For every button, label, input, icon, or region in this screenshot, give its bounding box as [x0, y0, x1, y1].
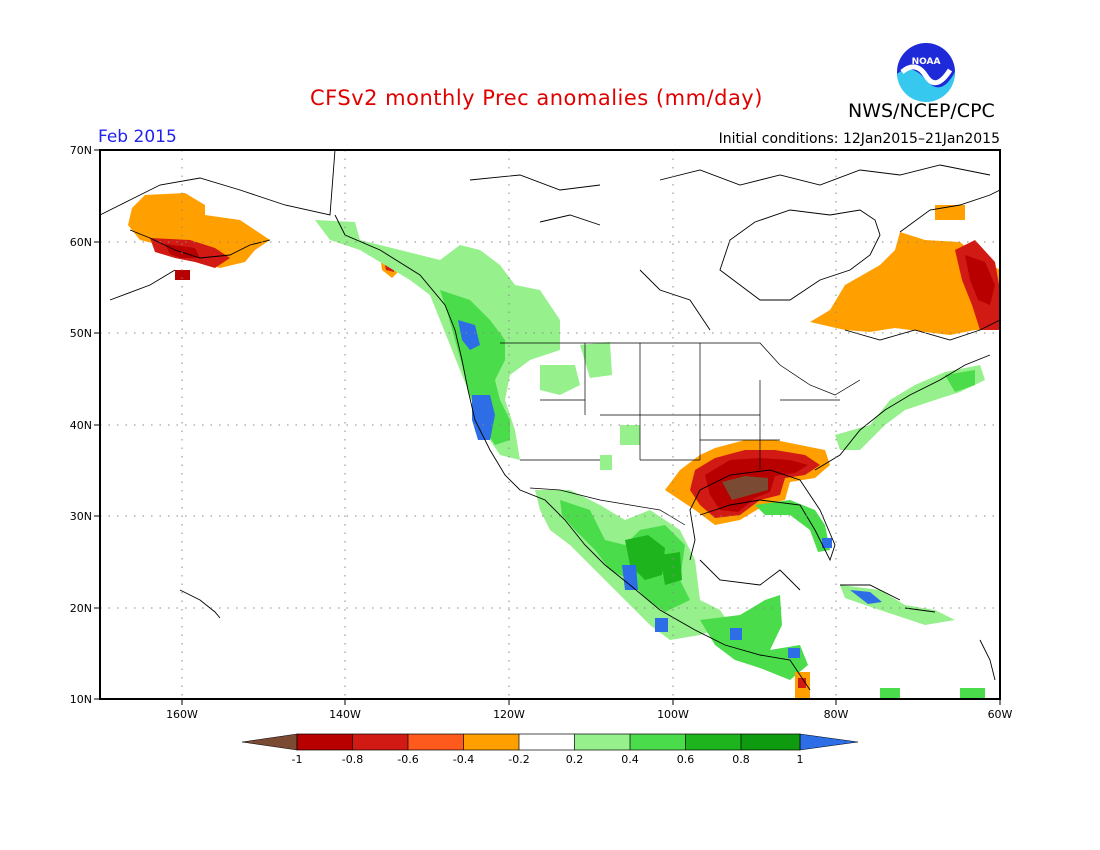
agency-label: NWS/NCEP/CPC: [848, 100, 995, 122]
colorbar-bin: [685, 734, 741, 750]
lon-label-100w: 100W: [657, 708, 689, 721]
initial-conditions: Initial conditions: 12Jan2015–21Jan2015: [718, 131, 1000, 147]
mexico-wet-dark: [625, 535, 682, 585]
lat-label-50n: 50N: [70, 327, 92, 340]
pacific-nw-wet-blue: [458, 320, 495, 440]
mexico-wet-green: [560, 500, 690, 612]
lat-label-10n: 10N: [70, 693, 92, 706]
lat-label-30n: 30N: [70, 510, 92, 523]
map-title: CFSv2 monthly Prec anomalies (mm/day): [310, 86, 763, 110]
colorbar-bin: [630, 734, 686, 750]
lon-label-60w: 60W: [988, 708, 1013, 721]
colorbar-high-arrow: [799, 733, 859, 751]
colorbar: -1 -0.8 -0.6 -0.4 -0.2 0.2 0.4 0.6 0.8 1: [241, 733, 859, 766]
lon-label-140w: 140W: [329, 708, 361, 721]
coastlines: [99, 149, 1001, 691]
mexico-wet-blue: [622, 565, 668, 632]
colorbar-low-arrow: [241, 733, 298, 751]
central-america-wet: [700, 595, 808, 680]
colorbar-bin: [574, 734, 630, 750]
colorbar-label: 0.6: [677, 753, 695, 766]
lon-label-80w: 80W: [824, 708, 849, 721]
southeast-dry-brown: [722, 476, 768, 500]
colorbar-bin: [352, 734, 408, 750]
colorbar-bin: [297, 734, 353, 750]
colorbar-bin: [741, 734, 800, 750]
lon-label-120w: 120W: [493, 708, 525, 721]
colorbar-label: -0.8: [342, 753, 363, 766]
colorbar-label: -0.2: [508, 753, 529, 766]
florida-blue: [822, 538, 832, 548]
colorbar-label: 1: [797, 753, 804, 766]
colorbar-label: 0.4: [621, 753, 639, 766]
logo-text: NOAA: [912, 57, 941, 67]
caribbean-wet: [850, 590, 882, 604]
northeast-wet-green: [945, 370, 975, 392]
baffin-dry-orange: [935, 205, 965, 220]
colorbar-bin: [463, 734, 519, 750]
colorbar-bin: [408, 734, 464, 750]
lat-label-70n: 70N: [70, 144, 92, 157]
colorbar-label: 0.8: [732, 753, 750, 766]
colorbar-bin: [519, 734, 575, 750]
lon-label-160w: 160W: [166, 708, 198, 721]
florida-wet: [755, 500, 830, 552]
ticks: [94, 149, 1001, 705]
quebec-dry-orange: [810, 232, 1000, 335]
lat-label-60n: 60N: [70, 236, 92, 249]
noaa-logo-icon: NOAA: [897, 43, 956, 102]
political-borders: [500, 342, 861, 526]
lat-label-40n: 40N: [70, 419, 92, 432]
alaska-dry-orange: [128, 193, 270, 268]
colorbar-label: -0.6: [397, 753, 418, 766]
northeast-wet: [835, 365, 985, 450]
pacific-nw-wet-light: [315, 220, 560, 460]
colorbar-label: -0.4: [453, 753, 474, 766]
anomaly-fills: [128, 193, 1000, 698]
colorbar-label: -1: [292, 753, 303, 766]
labrador-dry-darkred: [965, 255, 995, 305]
lesser-antilles-wet: [880, 688, 985, 698]
alaska-dry-darkred: [165, 244, 200, 280]
lat-label-20n: 20N: [70, 602, 92, 615]
rockies-wet-light: [540, 342, 640, 470]
forecast-month: Feb 2015: [98, 127, 177, 147]
central-america-blue: [730, 628, 800, 658]
colorbar-label: 0.2: [566, 753, 584, 766]
